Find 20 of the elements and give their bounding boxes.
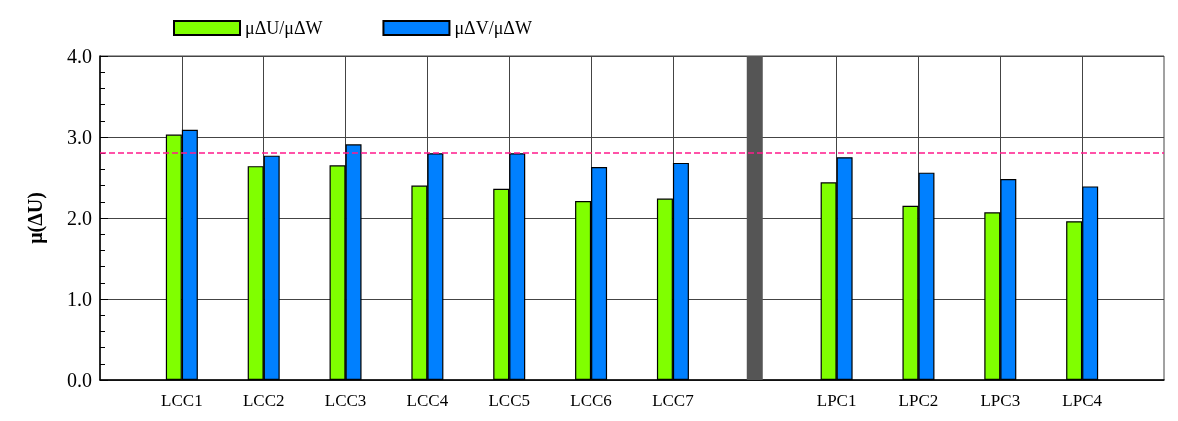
bar	[746, 56, 763, 380]
x-tick-label: LPC2	[898, 391, 939, 410]
x-tick-label: LCC7	[652, 391, 695, 410]
x-tick-label: LCC6	[570, 391, 612, 410]
x-tick-label: LPC4	[1062, 391, 1103, 410]
x-tick-label: LCC2	[242, 391, 285, 410]
y-tick-label: 0.0	[67, 369, 92, 391]
x-tick-label: LCC1	[161, 391, 203, 410]
x-tick-label: LCC4	[406, 391, 449, 410]
y-tick-label: 2.0	[67, 207, 92, 229]
y-tick-label: 3.0	[67, 126, 92, 148]
y-axis-title: μ(ΔU)	[24, 192, 47, 244]
x-tick-label: LCC5	[488, 391, 531, 410]
x-tick-label: LCC3	[324, 391, 367, 410]
y-tick-label: 1.0	[67, 288, 92, 310]
y-tick-label: 4.0	[67, 45, 92, 67]
x-tick-label: LPC1	[816, 391, 857, 410]
x-tick-label: LPC3	[980, 391, 1021, 410]
legend-label: μΔU/μΔW	[245, 18, 323, 38]
legend-label: μΔV/μΔW	[454, 18, 532, 38]
